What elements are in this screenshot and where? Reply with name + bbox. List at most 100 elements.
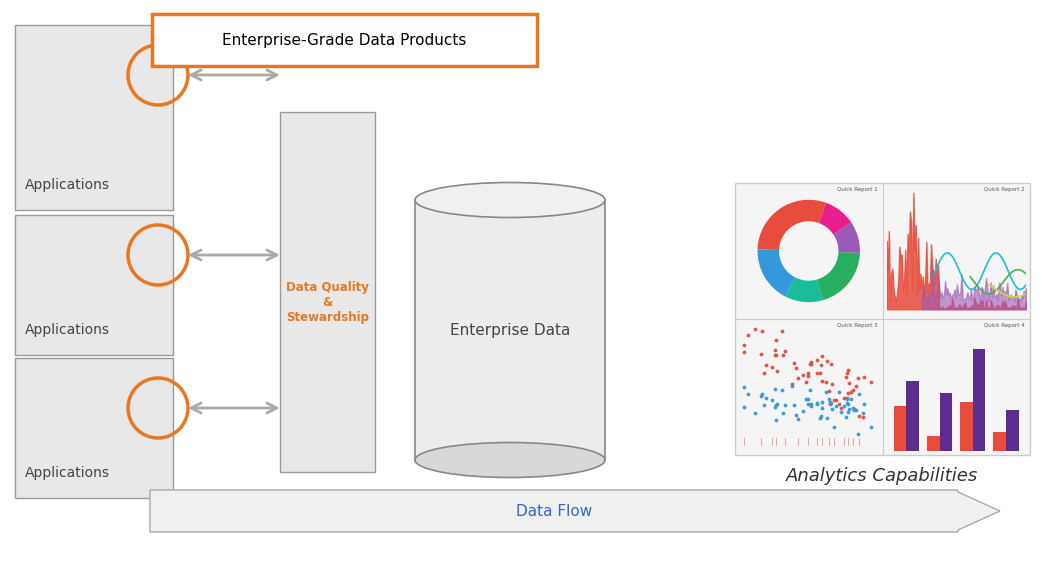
Text: Applications: Applications xyxy=(25,178,110,192)
Point xyxy=(825,422,842,431)
Point xyxy=(736,402,752,411)
Point xyxy=(768,335,785,344)
Point xyxy=(774,327,791,336)
Point xyxy=(809,399,825,408)
Point xyxy=(814,351,830,360)
Point xyxy=(800,394,817,403)
Point xyxy=(752,350,769,359)
Point xyxy=(784,382,800,391)
Text: Applications: Applications xyxy=(25,323,110,337)
Wedge shape xyxy=(834,222,860,253)
Bar xyxy=(735,183,1029,455)
Point xyxy=(840,378,857,387)
Point xyxy=(799,399,816,409)
Point xyxy=(798,394,815,403)
Point xyxy=(753,390,770,399)
Point xyxy=(766,403,783,412)
Point xyxy=(798,378,815,387)
Bar xyxy=(940,394,952,451)
Point xyxy=(849,374,866,383)
Point xyxy=(776,401,793,410)
Point xyxy=(827,395,844,405)
Point xyxy=(809,399,825,409)
Point xyxy=(840,407,857,417)
Point xyxy=(855,409,872,418)
Point xyxy=(803,360,820,369)
Point xyxy=(784,379,800,388)
Point xyxy=(836,394,852,403)
Point xyxy=(827,401,844,410)
Wedge shape xyxy=(817,252,860,300)
Bar xyxy=(993,432,1007,451)
Point xyxy=(821,399,838,409)
Point xyxy=(764,363,780,372)
Point xyxy=(812,413,828,422)
Point xyxy=(813,360,829,369)
Point xyxy=(802,386,819,395)
Point xyxy=(836,401,852,410)
Point xyxy=(840,405,857,414)
Point xyxy=(855,372,872,382)
Point xyxy=(838,393,854,402)
Bar xyxy=(927,435,940,451)
Point xyxy=(812,368,828,377)
Point xyxy=(818,378,835,387)
Wedge shape xyxy=(786,277,823,302)
Point xyxy=(758,393,774,402)
Point xyxy=(767,384,784,393)
Point xyxy=(802,358,819,367)
Point xyxy=(788,410,804,419)
Point xyxy=(819,357,836,366)
Point xyxy=(788,363,804,372)
Point xyxy=(740,389,756,398)
Point xyxy=(814,403,830,412)
Bar xyxy=(15,25,173,210)
Ellipse shape xyxy=(415,182,605,218)
Point xyxy=(843,395,860,404)
Point xyxy=(814,398,830,407)
Point xyxy=(766,351,783,360)
Point xyxy=(790,373,807,382)
Wedge shape xyxy=(758,249,795,297)
Point xyxy=(825,395,842,404)
Point xyxy=(850,390,867,399)
Point xyxy=(736,340,752,350)
Point xyxy=(774,385,791,394)
Point xyxy=(790,415,807,424)
Point xyxy=(747,324,764,333)
Bar xyxy=(894,406,907,451)
Point xyxy=(802,399,819,408)
Point xyxy=(800,368,817,378)
Point xyxy=(768,415,785,424)
Polygon shape xyxy=(150,490,1000,532)
Point xyxy=(758,360,774,370)
Point xyxy=(795,406,812,415)
Point xyxy=(823,379,840,388)
Point xyxy=(844,386,861,395)
Point xyxy=(755,368,772,377)
Point xyxy=(752,391,769,400)
Point xyxy=(821,386,838,395)
Point xyxy=(775,351,792,360)
Point xyxy=(821,394,838,403)
Text: Data Quality
&
Stewardship: Data Quality & Stewardship xyxy=(286,281,369,324)
Bar xyxy=(280,112,375,472)
Point xyxy=(846,406,863,415)
Point xyxy=(814,376,830,385)
Text: Quick Report 1: Quick Report 1 xyxy=(837,187,877,192)
Point xyxy=(863,377,879,386)
Text: Quick Report 4: Quick Report 4 xyxy=(985,323,1025,328)
Point xyxy=(768,350,785,359)
Point xyxy=(818,387,835,396)
Point xyxy=(838,394,854,403)
Point xyxy=(850,412,867,421)
Wedge shape xyxy=(819,203,851,234)
Point xyxy=(822,359,839,368)
Text: Enterprise Data: Enterprise Data xyxy=(450,323,570,337)
Point xyxy=(776,347,793,356)
Bar xyxy=(973,348,986,451)
Point xyxy=(764,396,780,405)
Point xyxy=(838,372,854,382)
Bar xyxy=(15,358,173,498)
Text: Applications: Applications xyxy=(25,466,110,480)
